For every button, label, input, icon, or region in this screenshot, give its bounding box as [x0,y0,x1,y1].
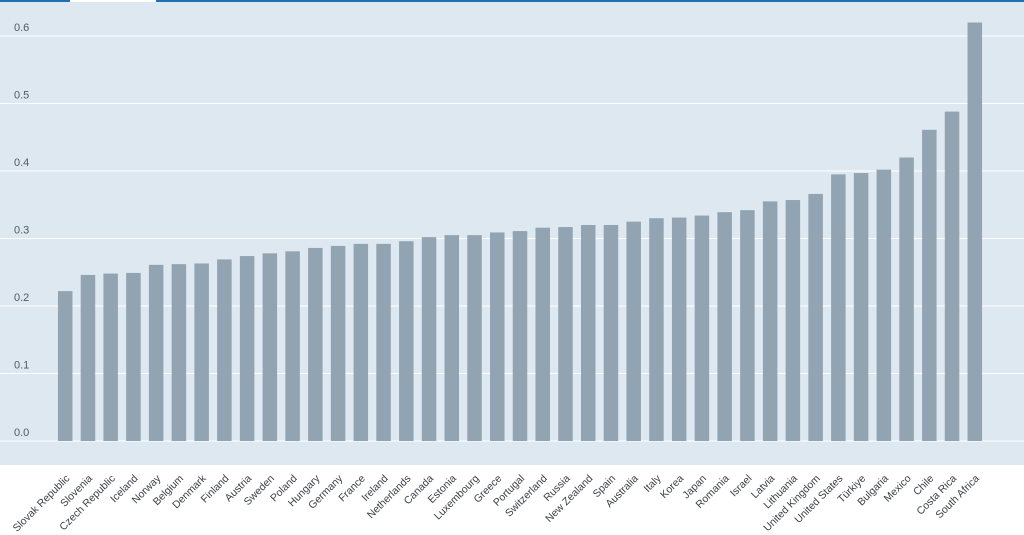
bar [671,217,687,441]
bar [580,225,596,441]
bar [899,157,914,441]
y-tick-label: 0.2 [14,292,29,304]
bar [967,22,983,441]
bar [626,221,641,442]
y-tick-label: 0.4 [14,157,29,169]
bar [944,111,960,441]
bar [217,259,232,441]
bar [762,201,778,442]
bar [717,212,732,441]
bar [399,241,414,441]
x-category-label: Korea [658,473,686,501]
bar [785,200,801,441]
y-tick-label: 0.5 [14,90,29,102]
bar [353,243,369,441]
gridlines [0,35,1024,442]
bar [512,231,528,441]
bar [558,227,573,441]
plot-background [0,2,1024,465]
bar [535,227,550,441]
bar [239,256,255,441]
bar [148,264,164,441]
bar [262,253,278,441]
y-tick-label: 0.0 [14,427,29,439]
y-tick-label: 0.1 [14,360,29,372]
y-tick-label: 0.3 [14,225,29,237]
bar [853,173,869,441]
bar [103,273,118,441]
bar [194,263,209,441]
bar [922,129,937,441]
bar [330,245,346,441]
bar [467,235,482,442]
bar [490,232,505,441]
bar [80,274,96,441]
bar [831,174,846,442]
y-tick-label: 0.6 [14,22,29,34]
bars [57,22,983,442]
bar [694,215,710,441]
bar [57,291,73,441]
bar [740,210,755,441]
bar [808,193,823,441]
bar [876,169,892,441]
bar [603,225,619,441]
bar [171,264,187,441]
bar [126,272,141,441]
bar [308,247,323,441]
bar [444,235,460,442]
bar [285,251,300,441]
bar [376,243,391,441]
y-axis-ticks: 0.0 0.1 0.2 0.3 0.4 0.5 0.6 [14,22,29,439]
bar [421,237,437,441]
bar [649,218,664,441]
